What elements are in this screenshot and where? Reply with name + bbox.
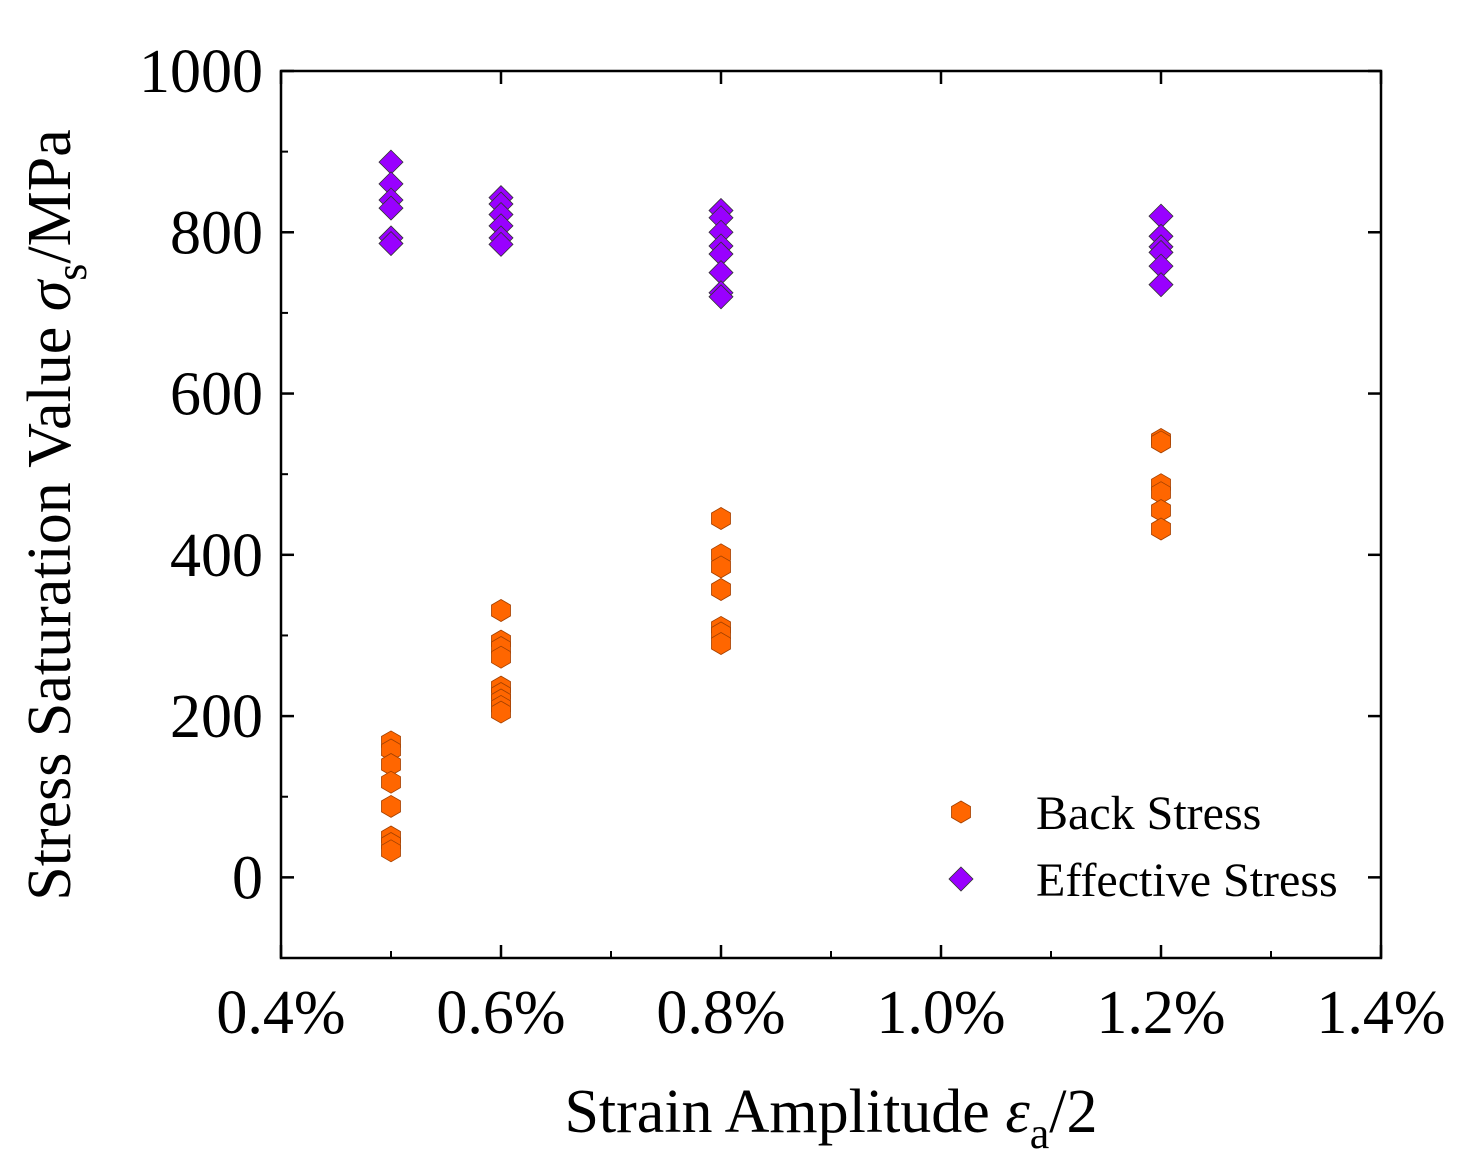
back-stress-point — [491, 645, 511, 669]
axis-ticks — [279, 69, 1383, 959]
back-stress-point — [381, 839, 401, 863]
back-stress-point — [491, 700, 511, 724]
legend-marker-back-stress — [951, 800, 971, 824]
y-tick-label: 1000 — [139, 38, 263, 106]
back-stress-point — [381, 794, 401, 818]
x-axis-title-symbol: ε — [1005, 1078, 1030, 1146]
effective-stress-point — [708, 284, 734, 310]
y-tick-label: 600 — [170, 361, 263, 429]
back-stress-point — [1151, 430, 1171, 454]
effective-stress-point — [1148, 272, 1174, 298]
y-axis-title: Stress Saturation Value σs/MPa — [16, 129, 96, 901]
y-axis-title-symbol: σ — [16, 278, 84, 311]
x-axis-title-subscript: a — [1030, 1109, 1050, 1158]
y-axis-title-subscript: s — [47, 264, 96, 281]
legend-label-back-stress: Back Stress — [1036, 787, 1261, 840]
y-tick-label: 800 — [170, 199, 263, 267]
y-tick-label: 400 — [170, 522, 263, 590]
legend-diamond-icon — [948, 866, 974, 892]
back-stress-point — [711, 578, 731, 601]
x-axis-title-suffix: /2 — [1049, 1078, 1097, 1146]
y-tick-label: 0 — [232, 844, 263, 912]
effective-stress-point — [378, 195, 404, 221]
y-axis-title-main: Stress Saturation Value — [16, 311, 84, 901]
x-tick-label: 0.4% — [216, 979, 345, 1047]
x-tick-label: 0.6% — [436, 979, 565, 1047]
back-stress-point — [381, 770, 401, 794]
legend-marker-effective-stress — [948, 866, 974, 892]
x-tick-label: 1.4% — [1316, 979, 1445, 1047]
effective-stress-point — [378, 230, 404, 257]
back-stress-point — [1151, 517, 1171, 541]
back-stress-point — [711, 555, 731, 579]
x-tick-label: 0.8% — [656, 979, 785, 1047]
x-tick-label: 1.0% — [876, 979, 1005, 1047]
x-tick-label: 1.2% — [1096, 979, 1225, 1047]
x-axis-title: Strain Amplitude εa/2 — [564, 1078, 1097, 1158]
y-tick-label: 200 — [170, 683, 263, 751]
x-axis-title-main: Strain Amplitude — [564, 1078, 1005, 1146]
effective-stress-point — [378, 149, 404, 175]
effective-stress-point — [488, 231, 514, 257]
legend-hexagon-icon — [951, 800, 971, 824]
data-points — [378, 149, 1174, 863]
legend-label-effective-stress: Effective Stress — [1036, 854, 1338, 907]
y-tick-labels: 0 200 400 600 800 1000 — [139, 38, 263, 912]
back-stress-point — [711, 632, 731, 655]
legend: Back Stress Effective Stress — [948, 787, 1338, 907]
back-stress-point — [711, 507, 731, 530]
back-stress-point — [491, 599, 511, 622]
y-axis-title-suffix: /MPa — [16, 129, 84, 263]
x-tick-labels: 0.4% 0.6% 0.8% 1.0% 1.2% 1.4% — [216, 979, 1445, 1047]
